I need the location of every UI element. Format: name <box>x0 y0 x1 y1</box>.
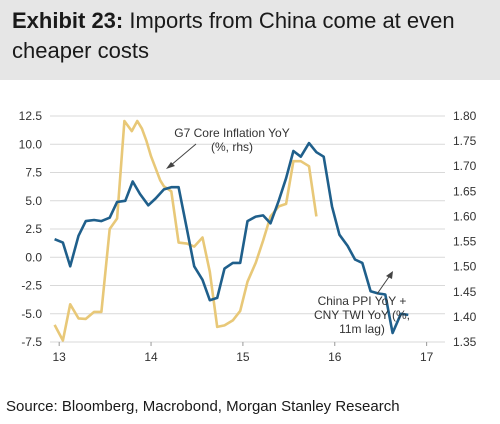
x-tick-label: 13 <box>53 350 67 364</box>
left-axis-ticks: 12.5 10.0 7.5 5.0 2.5 0.0 -2.5 -5.0 -7.5 <box>19 109 43 349</box>
right-axis-ticks: 1.80 1.75 1.70 1.65 1.60 1.55 1.50 1.45 1.40 1.35 <box>453 109 477 349</box>
right-tick-label: 1.75 <box>453 134 477 148</box>
left-tick-label: 7.5 <box>25 166 42 180</box>
line-chart: 12.5 10.0 7.5 5.0 2.5 0.0 -2.5 -5.0 -7.5 1.80 1.7… <box>19 109 477 364</box>
chart-title-line-1: Exhibit 23: Imports from China come at e… <box>12 6 500 36</box>
exhibit-label: Exhibit 23: <box>12 8 124 33</box>
right-tick-label: 1.65 <box>453 184 477 198</box>
right-tick-label: 1.35 <box>453 335 477 349</box>
right-tick-label: 1.50 <box>453 260 477 274</box>
right-tick-label: 1.60 <box>453 209 477 223</box>
x-tick-label: 16 <box>328 350 342 364</box>
x-axis-ticks: 13 14 15 16 17 <box>53 342 434 364</box>
china-annotation: 11m lag) <box>339 322 385 336</box>
china-ppi-line <box>54 141 409 335</box>
left-tick-label: 5.0 <box>25 194 42 208</box>
annotations: G7 Core Inflation YoY(%, rhs) China PPI Y… <box>166 126 410 336</box>
g7-core-line <box>53 119 318 342</box>
left-tick-label: -2.5 <box>21 279 42 293</box>
x-tick-label: 17 <box>420 350 434 364</box>
title-text: Imports from China come at even <box>123 8 455 33</box>
left-tick-label: -7.5 <box>21 335 42 349</box>
right-tick-label: 1.55 <box>453 235 477 249</box>
g7-annotation: (%, rhs) <box>211 140 253 154</box>
x-tick-label: 14 <box>144 350 158 364</box>
right-tick-label: 1.80 <box>453 109 477 123</box>
g7-arrow <box>169 143 197 167</box>
china-arrow <box>376 273 392 295</box>
left-tick-label: -5.0 <box>21 307 42 321</box>
series-lines <box>53 119 409 342</box>
gridlines <box>50 115 445 343</box>
left-tick-label: 12.5 <box>19 109 43 123</box>
china-arrowhead <box>386 271 393 279</box>
china-annotation: CNY TWI YoY (%, <box>314 308 410 322</box>
g7-annotation: G7 Core Inflation YoY <box>174 126 289 140</box>
right-tick-label: 1.45 <box>453 285 477 299</box>
source-note: Source: Bloomberg, Macrobond, Morgan Sta… <box>6 398 400 415</box>
g7-arrowhead <box>166 162 175 169</box>
china-annotation: China PPI YoY + <box>318 294 407 308</box>
right-tick-label: 1.40 <box>453 310 477 324</box>
chart-title-line-2: cheaper costs <box>12 38 149 63</box>
left-tick-label: 2.5 <box>25 222 42 236</box>
left-tick-label: 10.0 <box>19 137 43 151</box>
left-tick-label: 0.0 <box>25 250 42 264</box>
right-tick-label: 1.70 <box>453 159 477 173</box>
chart-header: Exhibit 23: Imports from China come at e… <box>0 0 500 80</box>
x-tick-label: 15 <box>236 350 250 364</box>
